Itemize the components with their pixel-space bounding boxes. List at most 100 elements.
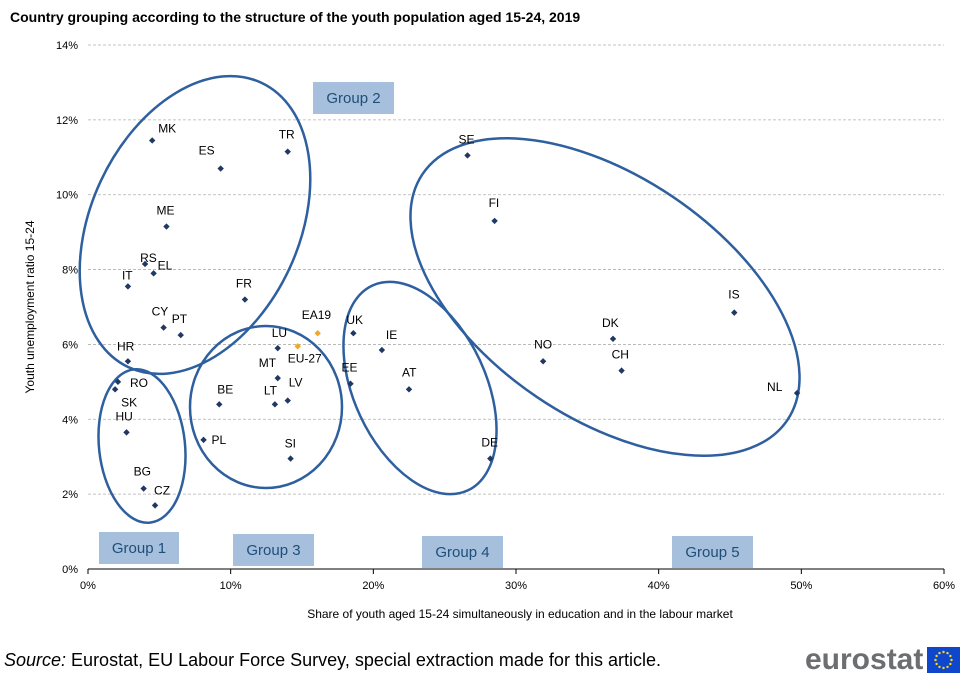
point-be (216, 401, 223, 408)
y-axis-label: Youth unemployment ratio 15-24 (23, 220, 37, 393)
group-4-outline (342, 280, 498, 496)
point-dk (609, 335, 617, 343)
point-label-hr: HR (117, 339, 135, 353)
point-label-lv: LV (289, 376, 303, 390)
x-tick-label: 0% (80, 580, 96, 592)
point-es (217, 165, 224, 172)
group-outlines (78, 74, 801, 524)
group-labels: Group 1 Group 2 Group 3 Group 4 Group 5 (99, 82, 753, 568)
group-label-box (233, 534, 314, 566)
logo-text: eurostat (805, 643, 924, 676)
point-label-pl: PL (212, 433, 227, 447)
y-tick-label: 12% (56, 115, 78, 127)
point-tr (284, 148, 291, 155)
point-label-hu: HU (116, 409, 133, 423)
point-label-si: SI (285, 437, 296, 451)
point-no (539, 358, 547, 365)
eu-flag-icon (927, 647, 961, 673)
point-cz (151, 502, 159, 509)
point-me (163, 223, 170, 230)
group-label-text: Group 5 (685, 544, 739, 561)
y-tick-label: 8% (62, 265, 78, 277)
point-mk (149, 137, 156, 144)
x-axis: 0% 10% 20% 30% 40% 50% 60% (80, 568, 955, 592)
point-label-sk: SK (121, 395, 137, 409)
x-tick-label: 20% (362, 580, 384, 592)
source-note: Source: Eurostat, EU Labour Force Survey… (4, 650, 661, 671)
point-ch (618, 367, 625, 374)
group-label-text: Group 4 (435, 544, 489, 561)
point-label-de: DE (481, 436, 498, 450)
point-label-cz: CZ (154, 483, 170, 497)
point-sk (111, 386, 119, 393)
group-2-outline (78, 74, 312, 376)
group-label-box (99, 532, 179, 564)
point-label-el: EL (158, 258, 173, 272)
group-3-outline (188, 324, 344, 490)
y-axis: 0% 2% 4% 6% 8% 10% 12% 14% (56, 40, 78, 576)
point-bg (140, 485, 147, 492)
grid-lines (88, 44, 944, 495)
x-axis-label: Share of youth aged 15-24 simultaneously… (307, 607, 733, 621)
point-label-bg: BG (134, 465, 151, 479)
group-5-outline (409, 137, 801, 457)
group-label-text: Group 3 (246, 542, 300, 559)
point-label-ie: IE (386, 328, 397, 342)
group-4-label: Group 4 (422, 536, 503, 568)
x-tick-label: 40% (648, 580, 670, 592)
y-tick-label: 14% (56, 40, 78, 52)
point-label-mk: MK (158, 121, 176, 135)
point-label-fr: FR (236, 277, 252, 291)
point-label-ch: CH (612, 348, 629, 362)
point-de (487, 455, 494, 462)
point-cy (160, 324, 167, 331)
y-tick-label: 10% (56, 190, 78, 202)
group-label-text: Group 1 (112, 540, 166, 557)
group-1-label: Group 1 (99, 532, 179, 564)
chart-title: Country grouping according to the struct… (10, 9, 580, 25)
point-label-es: ES (199, 144, 215, 158)
point-hu (123, 429, 130, 436)
group-5-label: Group 5 (672, 536, 753, 568)
point-is (731, 309, 738, 316)
point-label-se: SE (458, 132, 474, 146)
point-label-ee: EE (342, 361, 358, 375)
point-label-me: ME (156, 204, 174, 218)
source-prefix: Source: (4, 650, 67, 670)
eurostat-logo: eurostat (805, 640, 961, 680)
point-mt (274, 374, 281, 382)
x-tick-label: 60% (933, 580, 955, 592)
point-it (124, 283, 132, 290)
group-label-box (672, 536, 753, 568)
point-label-it: IT (122, 268, 133, 282)
point-label-be: BE (217, 382, 233, 396)
point-eu-27 (294, 343, 301, 350)
point-lt (271, 401, 279, 408)
point-label-fi: FI (489, 196, 500, 210)
point-label-tr: TR (279, 128, 295, 142)
point-pt (177, 331, 184, 339)
point-ie (378, 346, 386, 354)
point-nl (793, 389, 801, 397)
x-tick-label: 30% (505, 580, 527, 592)
point-si (287, 455, 294, 462)
point-label-uk: UK (346, 313, 363, 327)
point-at (405, 386, 413, 393)
group-2-label: Group 2 (313, 82, 394, 114)
y-tick-label: 4% (62, 414, 78, 426)
point-ea19 (314, 330, 321, 337)
y-tick-label: 6% (62, 339, 78, 351)
point-uk (350, 330, 357, 337)
point-label-ro: RO (130, 376, 148, 390)
source-text: Eurostat, EU Labour Force Survey, specia… (66, 650, 661, 670)
point-label-ea19: EA19 (302, 308, 332, 322)
point-lu (274, 344, 281, 352)
point-label-lu: LU (272, 326, 287, 340)
point-label-lt: LT (264, 383, 278, 397)
point-label-cy: CY (152, 305, 169, 319)
point-label-eu-27: EU-27 (288, 351, 322, 365)
point-ro (114, 378, 122, 386)
group-label-box (313, 82, 394, 114)
